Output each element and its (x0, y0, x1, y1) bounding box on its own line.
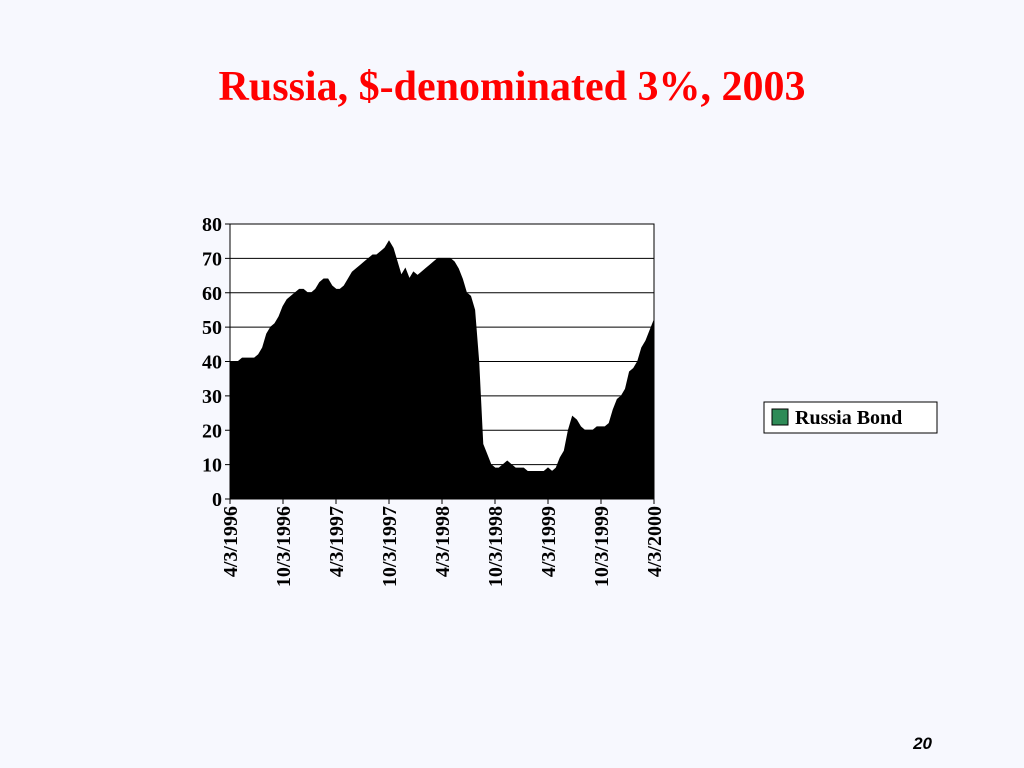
legend-box (763, 401, 938, 434)
legend-swatch (771, 408, 789, 426)
y-tick-label: 60 (202, 283, 222, 305)
x-tick-label: 10/3/1998 (485, 506, 507, 587)
y-tick-label: 20 (202, 420, 222, 442)
y-tick-label: 80 (202, 214, 222, 236)
x-tick-label: 4/3/1996 (220, 506, 242, 577)
y-tick-label: 0 (212, 489, 222, 511)
x-tick-label: 10/3/1999 (591, 506, 613, 587)
page-number: 20 (912, 734, 932, 753)
y-tick-label: 50 (202, 317, 222, 339)
legend-label: Russia Bond (795, 407, 902, 429)
x-tick-label: 4/3/1999 (538, 506, 560, 577)
x-tick-label: 10/3/1996 (273, 506, 295, 587)
y-tick-label: 70 (202, 248, 222, 270)
area (229, 240, 655, 500)
x-tick-label: 4/3/1997 (326, 506, 348, 577)
y-tick-label: 10 (202, 455, 222, 477)
x-tick-label: 4/3/2000 (644, 506, 666, 577)
y-tick-label: 30 (202, 386, 222, 408)
x-tick-label: 4/3/1998 (432, 506, 454, 577)
x-tick-label: 10/3/1997 (379, 506, 401, 587)
slide-title: Russia, $-denominated 3%, 2003 (219, 64, 806, 110)
y-tick-label: 40 (202, 352, 222, 374)
